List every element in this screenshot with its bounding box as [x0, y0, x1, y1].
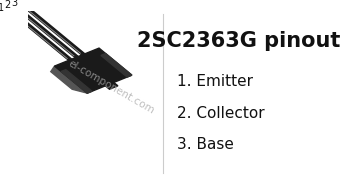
Polygon shape	[55, 48, 132, 93]
Text: 1. Emitter: 1. Emitter	[177, 74, 253, 89]
Text: 1: 1	[0, 3, 4, 13]
Polygon shape	[6, 8, 68, 59]
Polygon shape	[101, 54, 132, 77]
Text: 3: 3	[11, 0, 18, 8]
Polygon shape	[10, 2, 78, 58]
Polygon shape	[105, 82, 118, 89]
Polygon shape	[51, 66, 87, 93]
Polygon shape	[13, 6, 75, 56]
Polygon shape	[61, 70, 92, 93]
Text: el-component.com: el-component.com	[66, 58, 156, 116]
Polygon shape	[19, 3, 81, 54]
Text: 3. Base: 3. Base	[177, 137, 234, 152]
Text: 2SC2363G pinout: 2SC2363G pinout	[137, 31, 340, 51]
Polygon shape	[16, 0, 85, 55]
Text: 2. Collector: 2. Collector	[177, 106, 265, 121]
Polygon shape	[3, 5, 72, 60]
Text: 2: 2	[5, 0, 11, 10]
